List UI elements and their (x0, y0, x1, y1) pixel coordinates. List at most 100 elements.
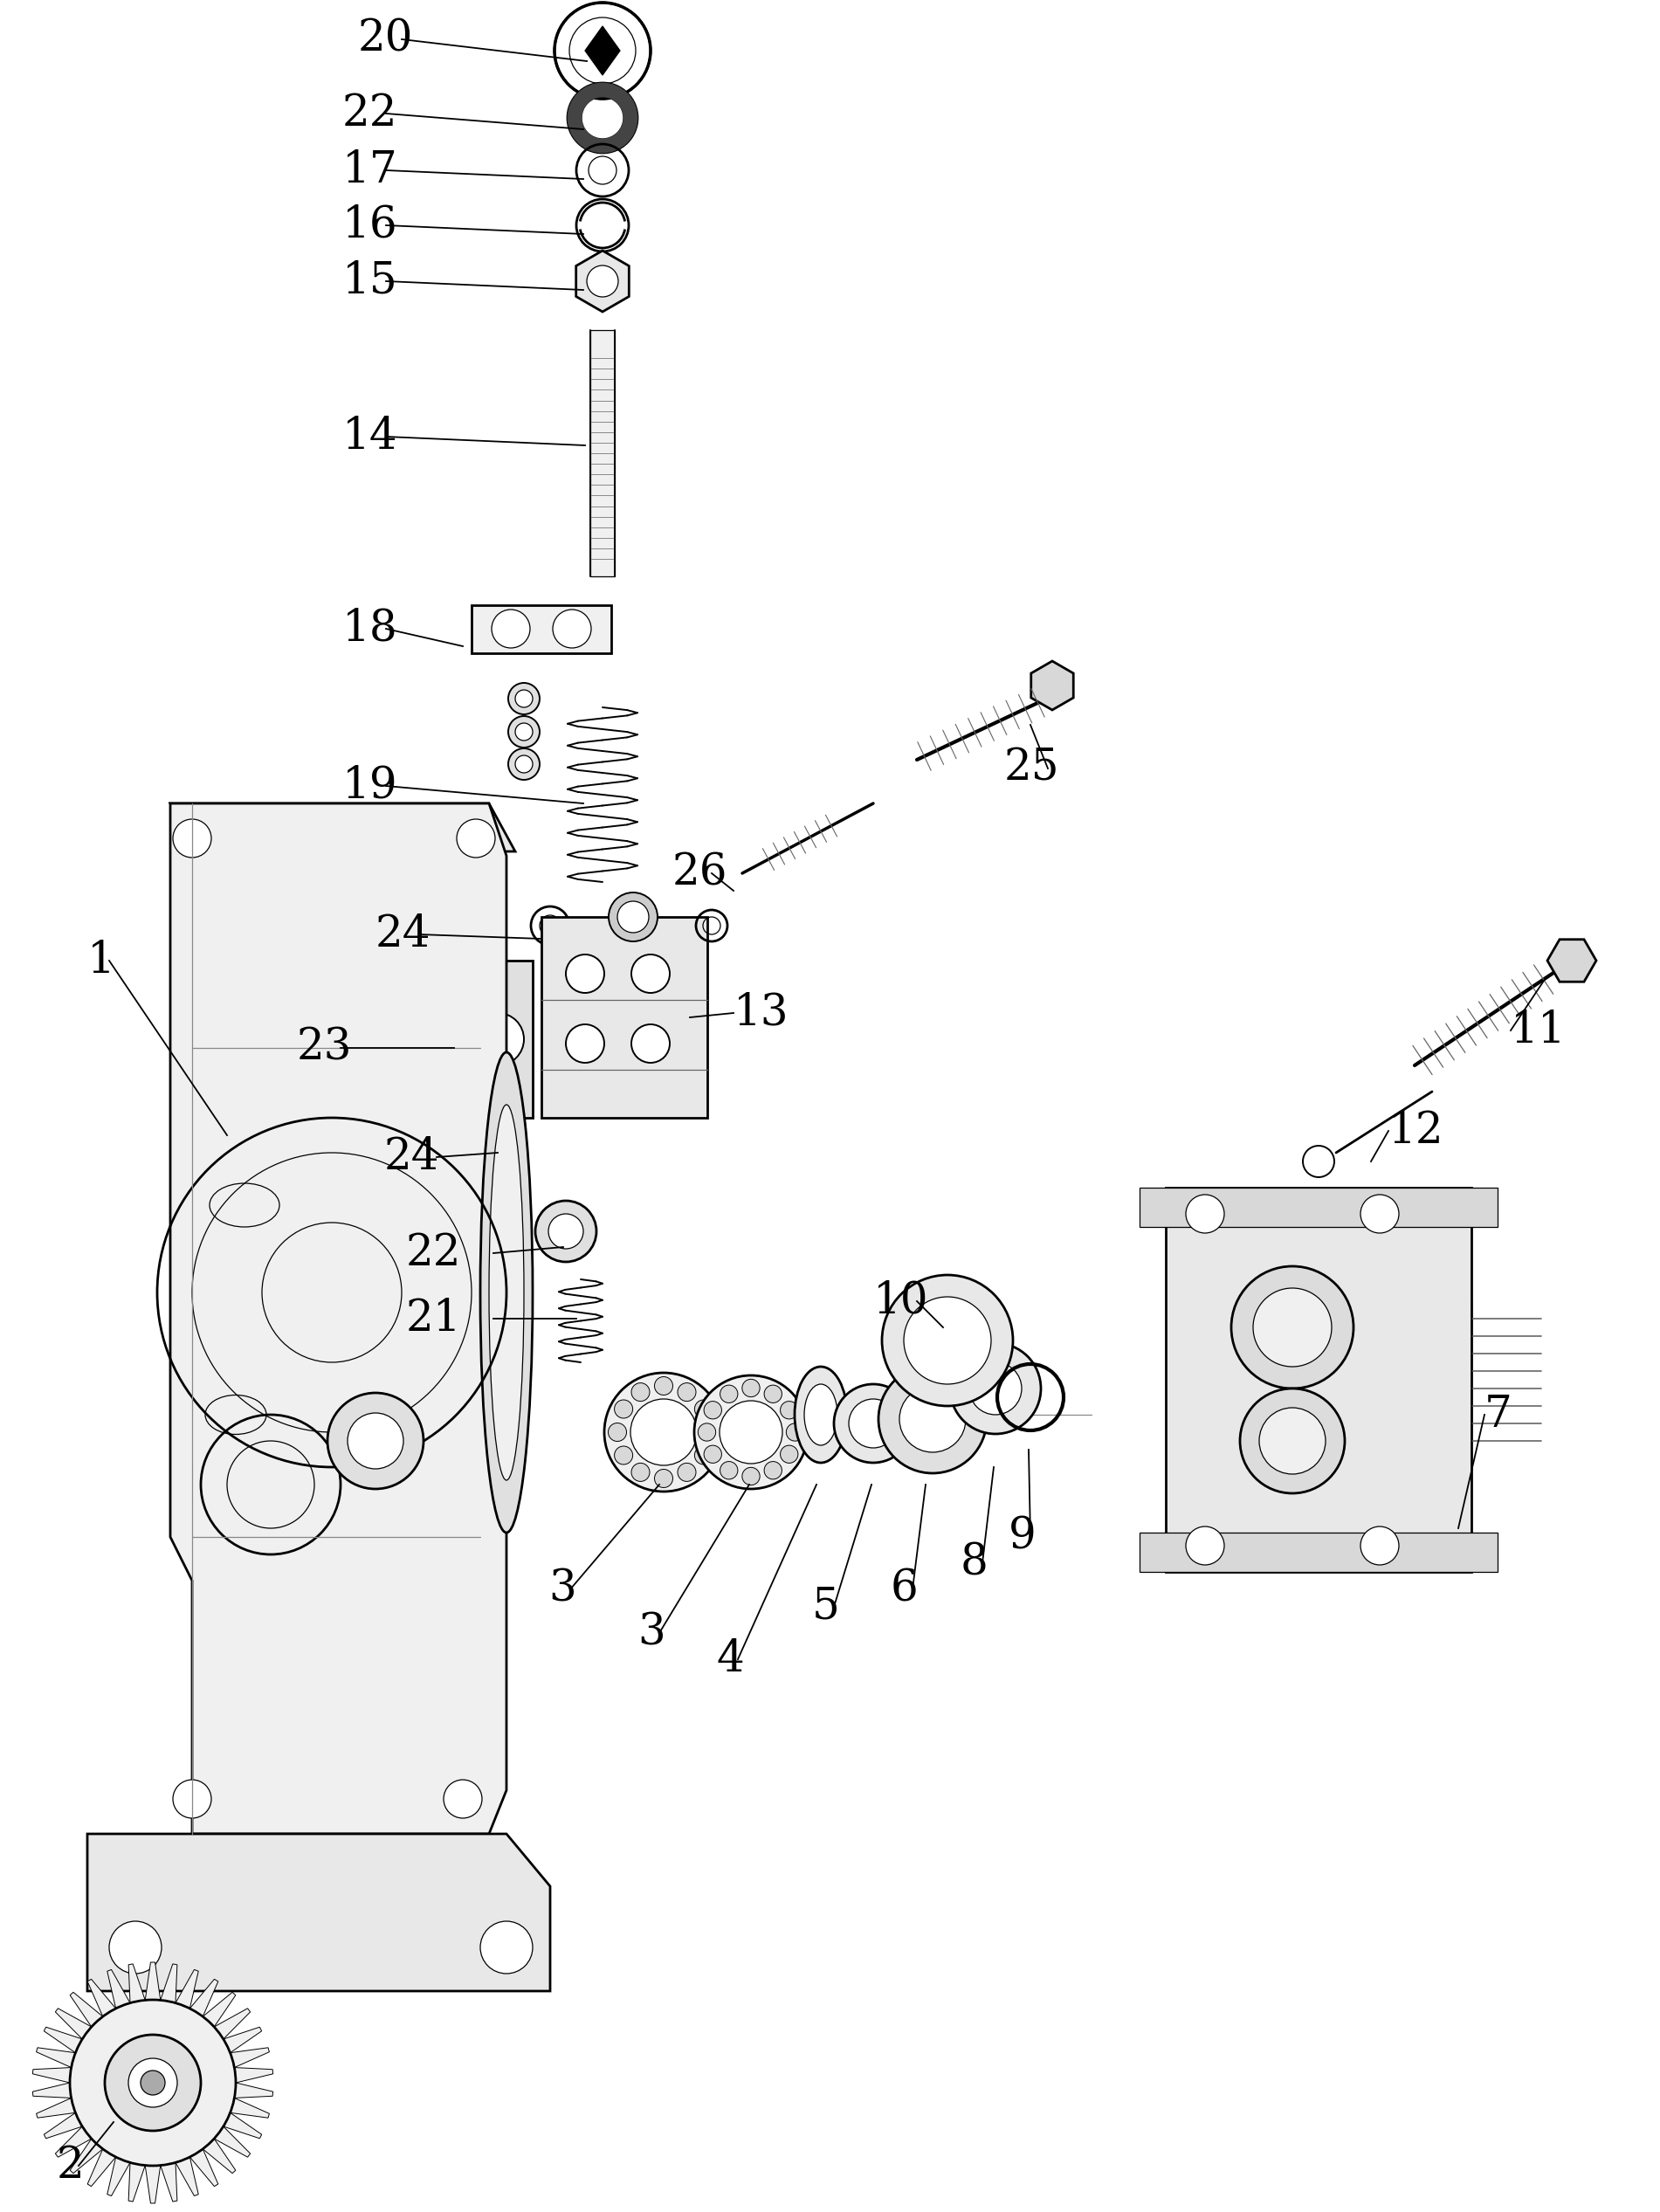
Polygon shape (43, 2112, 83, 2139)
Circle shape (704, 1400, 722, 1418)
Circle shape (694, 1376, 808, 1489)
Polygon shape (70, 2139, 103, 2174)
Polygon shape (1547, 940, 1597, 982)
Circle shape (1185, 1194, 1225, 1232)
Ellipse shape (795, 1367, 847, 1462)
Polygon shape (128, 2163, 144, 2201)
Text: 4: 4 (715, 1637, 744, 1681)
Polygon shape (108, 1969, 129, 2008)
Ellipse shape (490, 1104, 525, 1480)
Circle shape (654, 1376, 672, 1396)
Text: 17: 17 (342, 148, 398, 192)
Text: 12: 12 (1388, 1108, 1444, 1152)
Circle shape (128, 2059, 178, 2108)
Circle shape (614, 1400, 632, 1418)
Text: 10: 10 (873, 1279, 930, 1323)
Polygon shape (37, 2048, 75, 2068)
Circle shape (586, 265, 618, 296)
Text: 26: 26 (672, 852, 727, 896)
Circle shape (697, 1422, 715, 1440)
Text: 6: 6 (891, 1568, 918, 1610)
Bar (1165, 1188, 1471, 1573)
Polygon shape (224, 2112, 262, 2139)
Circle shape (631, 956, 669, 993)
Circle shape (515, 723, 533, 741)
Polygon shape (70, 1993, 103, 2026)
Polygon shape (128, 1964, 144, 2002)
Text: 20: 20 (359, 18, 413, 62)
Polygon shape (176, 2157, 199, 2197)
Circle shape (780, 1444, 798, 1462)
Circle shape (881, 1274, 1013, 1407)
Circle shape (1253, 1287, 1331, 1367)
Circle shape (694, 1400, 712, 1418)
Circle shape (742, 1467, 760, 1484)
Text: 21: 21 (407, 1296, 461, 1340)
Bar (541, 918, 707, 1117)
Circle shape (720, 1462, 737, 1480)
Circle shape (900, 1387, 966, 1453)
Polygon shape (203, 2139, 236, 2174)
Circle shape (764, 1462, 782, 1480)
Circle shape (618, 900, 649, 933)
Circle shape (566, 956, 604, 993)
Text: 7: 7 (1484, 1394, 1512, 1436)
Polygon shape (108, 2157, 129, 2197)
Polygon shape (231, 2097, 269, 2117)
Circle shape (1361, 1194, 1399, 1232)
Circle shape (720, 1385, 737, 1402)
Circle shape (1361, 1526, 1399, 1564)
Circle shape (654, 1469, 672, 1489)
Circle shape (1232, 1265, 1353, 1389)
Text: 5: 5 (812, 1586, 840, 1628)
Text: 11: 11 (1511, 1009, 1567, 1053)
Circle shape (631, 1462, 649, 1482)
Text: 14: 14 (342, 416, 398, 458)
Polygon shape (55, 2126, 91, 2157)
Circle shape (515, 754, 533, 772)
Circle shape (701, 1422, 719, 1442)
Circle shape (848, 1398, 898, 1449)
Circle shape (694, 1447, 712, 1464)
Circle shape (704, 1444, 722, 1462)
Polygon shape (33, 2068, 71, 2084)
Circle shape (677, 1382, 696, 1400)
Polygon shape (1031, 661, 1074, 710)
Circle shape (780, 1400, 798, 1418)
Text: 15: 15 (342, 259, 398, 303)
Circle shape (173, 818, 211, 858)
Polygon shape (88, 2150, 116, 2185)
Circle shape (508, 748, 540, 781)
Polygon shape (55, 2008, 91, 2039)
Circle shape (548, 1214, 583, 1250)
Polygon shape (584, 27, 619, 75)
Circle shape (471, 1013, 525, 1066)
Polygon shape (144, 2166, 161, 2203)
Circle shape (878, 1365, 986, 1473)
Text: 19: 19 (342, 765, 398, 807)
Polygon shape (203, 1993, 236, 2026)
Circle shape (508, 717, 540, 748)
Circle shape (105, 2035, 201, 2130)
Ellipse shape (803, 1385, 837, 1444)
Text: 13: 13 (734, 991, 788, 1035)
Polygon shape (33, 2084, 71, 2097)
Circle shape (491, 611, 530, 648)
Circle shape (787, 1422, 803, 1440)
Circle shape (631, 1024, 669, 1062)
Polygon shape (234, 2068, 272, 2084)
Text: 3: 3 (637, 1610, 666, 1655)
Text: 3: 3 (548, 1568, 576, 1610)
Circle shape (508, 684, 540, 714)
Polygon shape (576, 250, 629, 312)
Circle shape (903, 1296, 991, 1385)
Text: 23: 23 (297, 1026, 352, 1071)
Circle shape (173, 1781, 211, 1818)
Circle shape (608, 1422, 626, 1442)
Text: 22: 22 (407, 1232, 461, 1274)
Polygon shape (171, 803, 515, 852)
Circle shape (969, 1363, 1021, 1416)
Polygon shape (161, 2163, 178, 2201)
Circle shape (327, 1394, 423, 1489)
Circle shape (535, 1201, 596, 1261)
